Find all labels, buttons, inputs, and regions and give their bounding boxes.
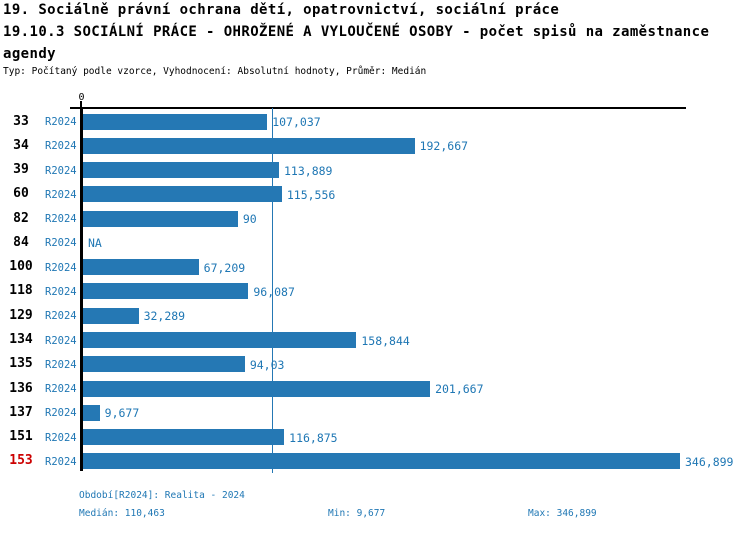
- row-series-label: R2024: [45, 237, 77, 250]
- bar-value-label: 107,037: [272, 115, 321, 129]
- bar-value-label: 94,03: [249, 357, 285, 372]
- bar: [83, 380, 431, 397]
- bar: [83, 453, 680, 470]
- median-line: [272, 108, 273, 473]
- row-category-label: 135: [9, 356, 33, 372]
- bar: [83, 332, 357, 349]
- row-category-label: 100: [9, 259, 33, 275]
- x-axis-tick-mark: [80, 101, 82, 112]
- bar-value-label: 346,899: [685, 454, 734, 469]
- row-series-label: R2024: [45, 140, 77, 153]
- bar: [83, 137, 415, 154]
- min-stat: Min: 9,677: [328, 508, 386, 519]
- row-category-label: 33: [13, 113, 29, 129]
- bar-value-label: 113,889: [284, 163, 333, 178]
- row-category-label: 60: [13, 186, 29, 202]
- row-category-label: 34: [13, 137, 29, 153]
- row-category-label: 136: [9, 380, 33, 396]
- row-category-label: 129: [9, 307, 33, 323]
- row-category-label: 84: [13, 234, 29, 250]
- row-series-label: R2024: [45, 431, 77, 444]
- bar: [83, 186, 282, 203]
- bar-value-label: 116,875: [289, 430, 338, 445]
- bar-value-label: 67,209: [203, 260, 246, 275]
- row-series-label: R2024: [45, 334, 77, 347]
- row-series-label: R2024: [45, 310, 77, 323]
- bar-value-label: 192,667: [419, 139, 469, 154]
- row-category-label: 118: [9, 283, 33, 299]
- bar-value-label: 9,677: [104, 406, 140, 421]
- row-category-label: 151: [9, 429, 33, 445]
- row-series-label: R2024: [45, 164, 77, 177]
- bar: [83, 210, 238, 227]
- row-series-label: R2024: [45, 455, 77, 468]
- x-axis-zero-tick-label: 0: [78, 92, 85, 103]
- row-series-label: R2024: [45, 116, 77, 128]
- row-series-label: R2024: [45, 213, 77, 226]
- bar: [83, 307, 139, 324]
- row-category-label: 134: [9, 332, 33, 348]
- row-series-label: R2024: [45, 383, 77, 396]
- page-title-line2: 19.10.3 SOCIÁLNÍ PRÁCE - OHROŽENÉ A VYLO…: [3, 24, 710, 40]
- bar: [83, 404, 100, 421]
- row-series-label: R2024: [45, 261, 77, 274]
- bar: [83, 162, 279, 179]
- page-title-line1: 19. Sociálně právní ochrana dětí, opatro…: [3, 2, 560, 18]
- row-category-label: 39: [13, 162, 29, 178]
- max-stat: Max: 346,899: [528, 508, 597, 519]
- chart-subtitle: Typ: Počítaný podle vzorce, Vyhodnocení:…: [3, 66, 427, 77]
- bar: [83, 429, 285, 446]
- row-series-label: R2024: [45, 407, 77, 420]
- row-series-label: R2024: [45, 188, 77, 201]
- bar-value-label: 90: [242, 212, 257, 227]
- bar-value-label: 96,087: [253, 284, 295, 299]
- y-axis-line: [80, 107, 83, 471]
- x-axis-line: [70, 107, 686, 109]
- page-title-line3: agendy: [3, 46, 56, 62]
- bar: [83, 356, 245, 373]
- row-series-label: R2024: [45, 285, 77, 298]
- row-series-label: R2024: [45, 358, 77, 371]
- period-label: Období[R2024]: Realita - 2024: [79, 490, 245, 501]
- bar: [83, 283, 249, 300]
- median-stat: Medián: 110,463: [79, 508, 165, 519]
- bar-value-label: 201,667: [435, 382, 484, 397]
- bar-value-label: NA: [88, 236, 102, 251]
- bar-value-label: 115,556: [286, 187, 336, 202]
- row-category-label: 82: [13, 210, 29, 226]
- bar-value-label: 32,289: [143, 309, 186, 324]
- bar: [83, 113, 268, 130]
- bar: [83, 259, 199, 276]
- bar-value-label: 158,844: [361, 333, 410, 348]
- row-category-label: 153: [9, 453, 33, 469]
- row-category-label: 137: [9, 404, 33, 420]
